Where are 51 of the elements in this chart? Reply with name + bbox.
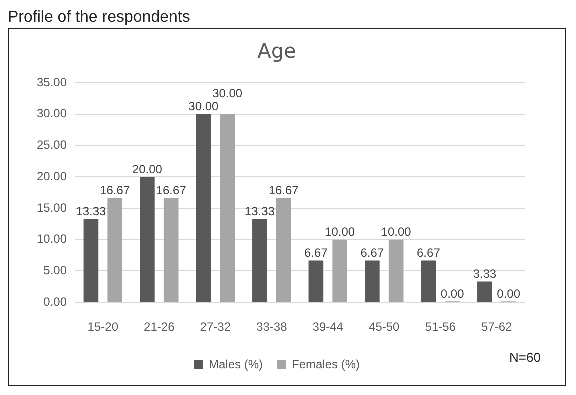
bar	[252, 218, 268, 302]
data-label: 3.33	[473, 267, 497, 282]
x-tick-label: 33-38	[256, 320, 288, 334]
data-label: 10.00	[381, 225, 412, 240]
x-tick-label: 51-56	[425, 320, 456, 334]
bar	[308, 260, 324, 302]
x-tick-label: 21-26	[144, 320, 176, 334]
bar	[164, 198, 179, 302]
data-label: 6.67	[360, 246, 384, 260]
chart-title: Age	[258, 39, 296, 64]
legend-label: Females (%)	[292, 357, 360, 372]
y-tick-label: 0.00	[44, 294, 68, 309]
bar	[388, 240, 404, 302]
bar	[478, 282, 492, 302]
x-tick-label: 45-50	[369, 320, 400, 334]
bar	[196, 114, 212, 302]
x-tick-label: 27-32	[200, 320, 232, 334]
bar	[421, 260, 436, 302]
data-label: 30.00	[188, 100, 220, 114]
data-label: 6.67	[417, 246, 441, 260]
text: Profile of the respondents	[8, 8, 192, 28]
data-label: 10.00	[325, 225, 356, 240]
bar	[108, 198, 123, 302]
bar	[84, 218, 99, 302]
y-tick-label: 20.00	[37, 169, 68, 184]
legend-label: Males (%)	[208, 357, 264, 372]
text: N=60	[510, 350, 541, 365]
x-tick-label: 39-44	[312, 320, 344, 334]
bar	[365, 260, 380, 302]
data-label: 20.00	[132, 162, 163, 176]
y-tick-label: 30.00	[37, 106, 68, 121]
y-tick-label: 10.00	[37, 232, 68, 246]
data-label: 16.67	[100, 183, 130, 198]
data-label: 16.67	[268, 183, 300, 198]
data-label: 13.33	[76, 204, 107, 218]
y-tick-label: 35.00	[37, 75, 68, 90]
y-tick-label: 15.00	[37, 200, 68, 215]
data-label: 0.00	[497, 286, 521, 301]
bar	[140, 177, 155, 302]
bar	[220, 114, 236, 302]
data-label: 13.33	[244, 204, 276, 218]
x-tick-label: 57-62	[482, 320, 513, 334]
data-label: 30.00	[212, 86, 243, 101]
data-label: 0.00	[440, 286, 465, 301]
x-tick-label: 15-20	[88, 320, 119, 334]
bar	[332, 240, 348, 302]
y-tick-label: 25.00	[37, 138, 68, 152]
data-label: 16.67	[156, 183, 187, 198]
data-label: 6.67	[304, 246, 328, 260]
y-tick-label: 5.00	[44, 264, 68, 278]
bar	[276, 198, 292, 302]
